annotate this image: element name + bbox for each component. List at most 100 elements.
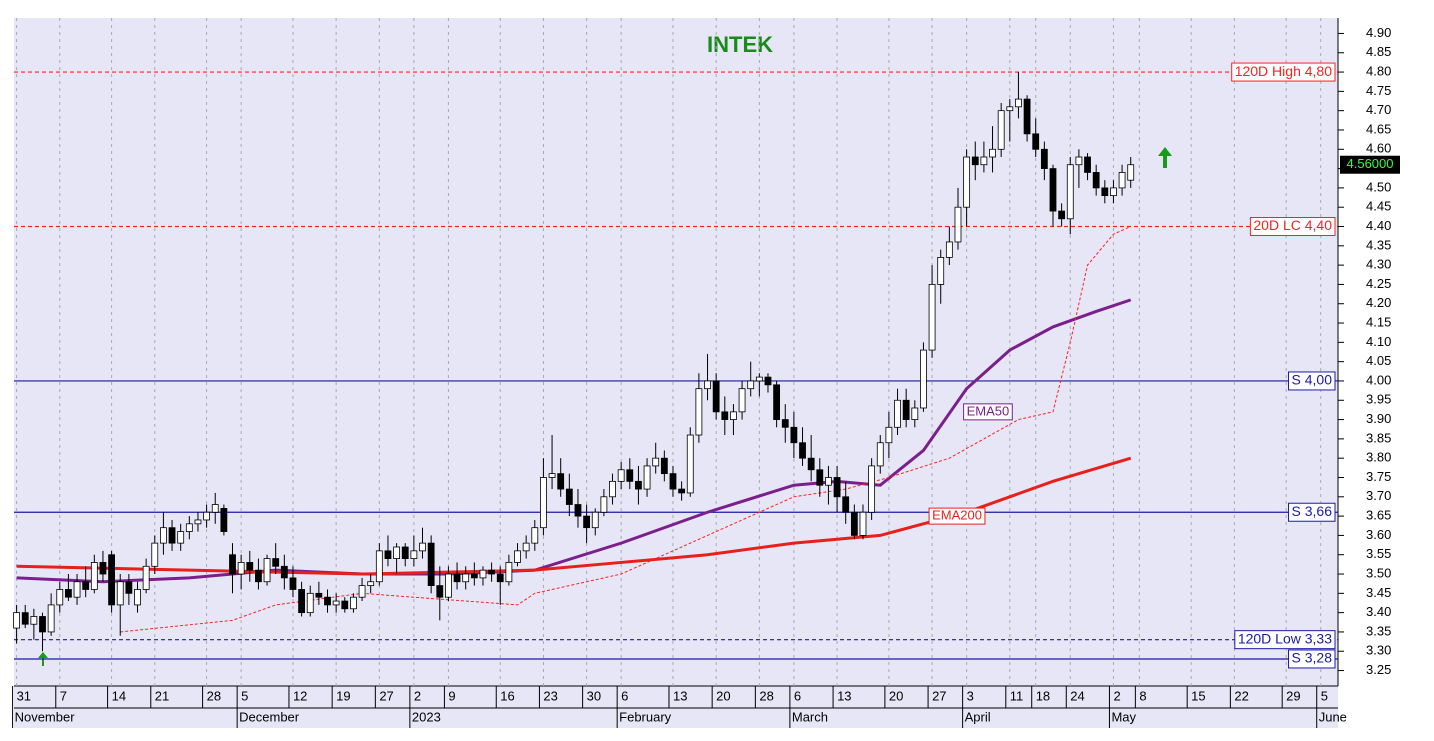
candle-body — [1015, 98, 1022, 108]
candle-body — [704, 380, 711, 390]
y-tick-label: 4.60 — [1366, 141, 1391, 156]
candle-body — [514, 550, 521, 563]
candle-body — [1092, 172, 1100, 189]
candle-body — [540, 477, 547, 529]
candle-body — [868, 465, 876, 513]
x-tick-label: 28 — [207, 688, 221, 703]
candle-body — [332, 600, 340, 606]
candle-body — [177, 531, 185, 544]
x-tick-label: 5 — [1321, 688, 1328, 703]
candle-body — [419, 542, 426, 552]
candle-body — [194, 519, 202, 525]
y-tick-label: 4.10 — [1366, 334, 1391, 349]
candle-body — [850, 511, 858, 536]
month-label: April — [965, 709, 991, 724]
y-tick-label: 4.00 — [1366, 372, 1391, 387]
candle-body — [669, 473, 677, 490]
candle-body — [945, 241, 953, 258]
month-label: 2023 — [412, 709, 441, 724]
candle-body — [626, 469, 634, 482]
candle-body — [488, 569, 496, 575]
candle-body — [1110, 187, 1117, 197]
candle-body — [963, 156, 971, 208]
candle-body — [479, 569, 487, 579]
candle-body — [557, 473, 565, 490]
candle-body — [971, 156, 979, 166]
price-label: 4.56000 — [1347, 156, 1394, 171]
candle-body — [807, 457, 815, 471]
x-tick-label: 15 — [1191, 688, 1205, 703]
x-tick-label: 9 — [448, 688, 455, 703]
y-tick-label: 3.40 — [1366, 604, 1391, 619]
y-tick-label: 3.80 — [1366, 450, 1391, 465]
month-label: February — [619, 709, 672, 724]
candle-body — [859, 511, 867, 536]
candle-body — [1066, 164, 1074, 220]
candle-body — [358, 585, 366, 598]
candle-body — [695, 388, 703, 436]
candle-body — [1101, 187, 1109, 197]
y-tick-label: 3.70 — [1366, 488, 1391, 503]
level-label: 20D LC 4,40 — [1253, 217, 1332, 233]
series-label-box — [963, 403, 1013, 421]
candle-body — [565, 488, 573, 505]
y-tick-label: 3.35 — [1366, 623, 1391, 638]
y-tick-label: 4.65 — [1366, 121, 1391, 136]
candle-body — [211, 504, 219, 513]
candle-body — [531, 527, 539, 544]
candle-body — [393, 546, 401, 559]
candle-body — [686, 434, 694, 494]
candle-body — [937, 256, 945, 285]
candle-body — [445, 573, 452, 598]
candle-body — [764, 376, 772, 386]
candle-body — [738, 388, 746, 413]
x-tick-label: 14 — [112, 688, 126, 703]
candle-body — [21, 612, 29, 625]
x-tick-label: 23 — [543, 688, 557, 703]
level-box — [1288, 371, 1336, 391]
candle-body — [470, 573, 478, 579]
month-label: November — [15, 709, 76, 724]
candle-body — [617, 469, 625, 482]
x-tick-label: 3 — [967, 688, 974, 703]
x-tick-label: 11 — [1010, 688, 1024, 703]
x-tick-label: 16 — [500, 688, 514, 703]
candle-body — [747, 380, 755, 390]
candle-body — [989, 148, 996, 158]
candle-body — [954, 206, 962, 243]
y-tick-label: 4.50 — [1366, 179, 1391, 194]
candle-body — [1084, 156, 1091, 173]
candle-body — [885, 426, 893, 444]
candle-body — [1075, 156, 1083, 166]
candle-body — [168, 527, 176, 544]
y-tick-label: 3.50 — [1366, 565, 1391, 580]
candle-body — [229, 554, 236, 575]
candle-body — [678, 488, 686, 494]
candle-body — [816, 469, 824, 486]
x-tick-label: 6 — [621, 688, 628, 703]
candle-body — [591, 511, 599, 529]
level-box — [1231, 62, 1336, 82]
candle-body — [324, 596, 331, 606]
candle-body — [825, 477, 832, 486]
x-tick-label: 12 — [293, 688, 307, 703]
candle-body — [427, 542, 435, 587]
candle-body — [13, 612, 20, 629]
x-tick-label: 27 — [932, 688, 946, 703]
candle-body — [203, 511, 210, 521]
candle-body — [1127, 164, 1135, 181]
candle-body — [583, 515, 591, 529]
y-tick-label: 3.75 — [1366, 469, 1391, 484]
x-tick-label: 5 — [241, 688, 248, 703]
candle-body — [635, 480, 642, 490]
candle-body — [920, 349, 927, 409]
candle-body — [842, 496, 850, 513]
candle-body — [99, 562, 107, 575]
candle-body — [496, 573, 504, 583]
x-tick-label: 22 — [1234, 688, 1248, 703]
candle-body — [928, 284, 936, 351]
y-tick-label: 3.60 — [1366, 527, 1391, 542]
y-tick-label: 3.65 — [1366, 508, 1391, 523]
series-label: EMA50 — [967, 403, 1010, 418]
x-tick-label: 13 — [837, 688, 851, 703]
